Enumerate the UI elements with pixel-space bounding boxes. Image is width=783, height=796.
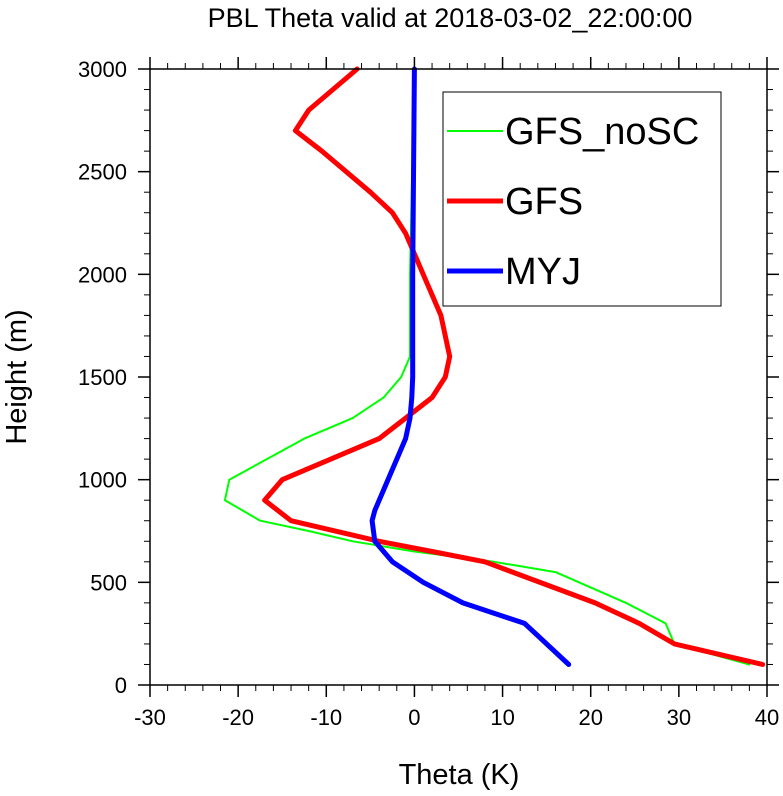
y-tick-label: 1500 — [78, 365, 127, 390]
y-tick-label: 0 — [115, 673, 127, 698]
x-tick-label: -30 — [134, 705, 166, 730]
legend-label: GFS — [505, 181, 583, 223]
y-tick-label: 500 — [90, 570, 127, 595]
x-tick-label: 10 — [490, 705, 514, 730]
y-tick-label: 2500 — [78, 160, 127, 185]
chart-title: PBL Theta valid at 2018-03-02_22:00:00 — [208, 3, 693, 33]
legend-label: GFS_noSC — [505, 111, 699, 153]
x-tick-label: -20 — [222, 705, 254, 730]
x-axis-title: Theta (K) — [399, 759, 520, 791]
x-tick-label: 0 — [408, 705, 420, 730]
x-tick-label: 40 — [755, 705, 779, 730]
y-tick-label: 1000 — [78, 468, 127, 493]
axes-layer: -30 -20 -10 0 10 20 30 40 0 500 1000 1500 2000 2500 30… — [78, 57, 779, 730]
legend: GFS_noSC GFS MYJ — [442, 91, 722, 307]
series-line-gfs — [262, 66, 766, 667]
x-tick-label: 20 — [578, 705, 602, 730]
series-line-myj — [369, 66, 572, 667]
y-tick-label: 2000 — [78, 262, 127, 287]
series-layer — [223, 66, 766, 667]
x-tick-label: 30 — [667, 705, 691, 730]
series-line-gfs-nosc — [223, 68, 751, 666]
x-tick-label: -10 — [310, 705, 342, 730]
legend-label: MYJ — [505, 251, 581, 293]
y-tick-label: 3000 — [78, 57, 127, 82]
y-axis-title: Height (m) — [1, 309, 33, 444]
